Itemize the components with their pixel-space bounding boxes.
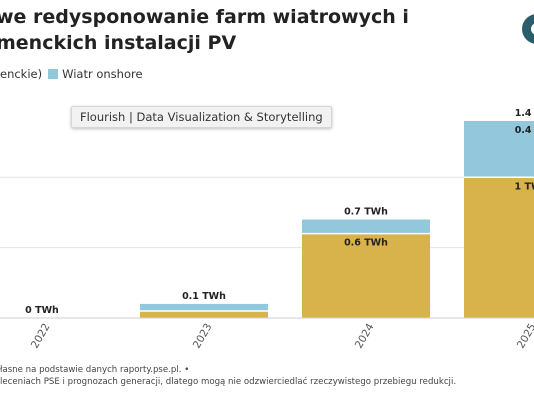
- total-label-2023: 0.1 TWh: [182, 291, 226, 302]
- flourish-tooltip: Flourish | Data Visualization & Storytel…: [71, 106, 332, 128]
- bar-2024-series-0: [302, 233, 430, 318]
- total-label-2025: 1.4 T: [515, 108, 534, 119]
- segment-label-2: 0.4 T: [515, 125, 534, 136]
- total-label-2022: 0 TWh: [25, 305, 59, 316]
- segment-label-0: 0.6 TWh: [344, 238, 388, 249]
- brand-logo-icon: [522, 14, 534, 44]
- legend-label-wind: Wiatr onshore: [62, 67, 143, 81]
- tick-label-2025: 2025: [515, 322, 534, 351]
- legend: enckie) Wiatr onshore: [0, 67, 143, 81]
- legend-swatch-wind: [48, 69, 59, 79]
- tick-label-2023: 2023: [191, 322, 215, 351]
- bar-2023-series-1: [140, 303, 268, 311]
- source-line-2: leceniach PSE i prognozach generacji, dl…: [0, 377, 457, 387]
- bar-2025-series-1: [464, 121, 534, 178]
- bar-2025-series-0: [464, 177, 534, 318]
- bar-2023-series-0: [140, 310, 268, 318]
- segment-label-1: 1 TW: [515, 181, 534, 192]
- source-line-1: łasne na podstawie danych raporty.pse.pl…: [0, 365, 190, 375]
- tick-label-2024: 2024: [353, 321, 377, 350]
- tick-label-2022: 2022: [29, 322, 53, 351]
- legend-label-pv: enckie): [0, 67, 43, 81]
- source-note: łasne na podstawie danych raporty.pse.pl…: [0, 364, 456, 388]
- chart-title: we redysponowanie farm wiatrowych i menc…: [0, 6, 409, 54]
- bar-2024-series-1: [302, 219, 430, 234]
- total-label-2024: 0.7 TWh: [344, 207, 388, 218]
